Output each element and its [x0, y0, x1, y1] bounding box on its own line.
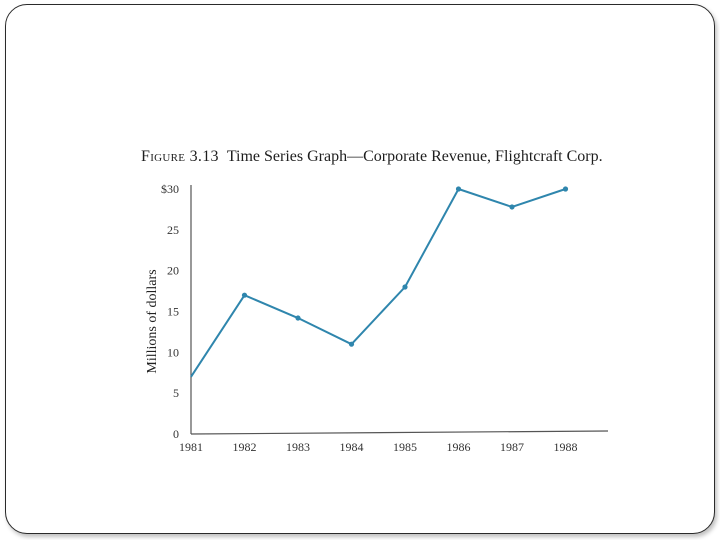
y-tick-label: 25 — [167, 223, 179, 237]
x-tick-label: 1982 — [233, 440, 257, 454]
y-axis-ticks: 0 5 10 15 20 25 $30 — [161, 182, 179, 441]
figure-caption: Time Series Graph—Corporate Revenue, Fli… — [226, 148, 603, 165]
figure-label: Figure 3.13 — [141, 148, 219, 165]
y-tick-label: 0 — [173, 427, 179, 441]
slide-frame: Figure 3.13 Time Series Graph—Corporate R… — [5, 4, 715, 534]
data-point — [241, 292, 248, 298]
data-point — [295, 315, 301, 321]
x-tick-label: 1988 — [554, 440, 578, 454]
x-tick-label: 1987 — [500, 440, 524, 454]
data-point — [455, 186, 462, 192]
series — [190, 186, 569, 378]
y-tick-label: 10 — [167, 345, 179, 359]
revenue-series-line — [190, 188, 566, 378]
x-axis-line — [190, 430, 609, 435]
data-point — [348, 341, 355, 347]
x-tick-label: 1983 — [286, 440, 310, 454]
y-axis-label: Millions of dollars — [145, 269, 160, 373]
figure-panel: Figure 3.13 Time Series Graph—Corporate R… — [138, 143, 624, 465]
figure-title: Figure 3.13 Time Series Graph—Corporate R… — [141, 148, 603, 166]
x-tick-label: 1981 — [179, 440, 203, 454]
y-tick-label: 5 — [173, 386, 179, 400]
axes — [190, 185, 609, 435]
data-point — [402, 284, 408, 290]
x-tick-label: 1986 — [447, 440, 471, 454]
x-tick-label: 1984 — [340, 440, 364, 454]
y-tick-label: $30 — [161, 182, 179, 196]
y-tick-label: 15 — [167, 305, 179, 319]
x-axis-ticks: 1981 1982 1983 1984 1985 1986 1987 1988 — [179, 440, 578, 454]
data-point — [509, 204, 515, 210]
data-point — [562, 186, 569, 192]
y-tick-label: 20 — [167, 264, 179, 278]
x-tick-label: 1985 — [393, 440, 417, 454]
